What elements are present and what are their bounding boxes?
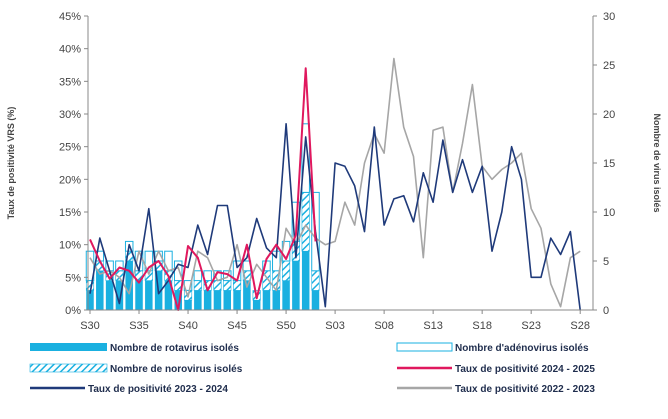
rotavirus-bar [145,280,153,310]
adenovirus-bar [164,250,173,272]
legend-item: Nombre de rotavirus isolés [30,343,239,354]
y-right-axis-title: Nombre de virus isolés [652,113,662,212]
legend-swatch [396,342,453,352]
legend-label: Nombre d'adénovirus isolés [455,343,589,354]
y-left-tick-label: 40% [59,44,81,56]
legend-swatch [29,363,108,373]
adenovirus-bar [301,123,310,193]
norovirus-bar [282,260,291,281]
norovirus-bar [233,280,242,291]
y-left-tick-label: 5% [65,272,81,284]
rotavirus-bar [252,300,261,310]
rotavirus-bar [96,270,104,310]
legend-item: Taux de positivité 2024 - 2025 [397,364,595,375]
legend-item: Taux de positivité 2022 - 2023 [397,384,595,395]
rotavirus-bar [105,280,114,310]
lines-layer [89,57,581,311]
y-left-tick-label: 20% [59,174,81,186]
rotavirus-bar [164,280,173,310]
y-right-tick-label: 30 [603,11,615,23]
x-tick-label: S08 [374,320,394,332]
y-left-tick-label: 25% [59,142,81,154]
rotavirus-bar [282,280,290,310]
rotavirus-bar [86,290,94,310]
adenovirus-bar [193,270,203,282]
x-tick-label: S23 [521,320,541,332]
legend-label: Taux de positivité 2023 - 2024 [88,384,228,395]
x-tick-label: S45 [227,320,247,332]
y-right-tick-label: 15 [603,158,615,170]
rotavirus-bar [125,261,133,310]
y-left-tick-label: 35% [59,76,81,88]
x-tick-label: S30 [80,320,100,332]
rotavirus-bar [262,290,271,310]
y-right-tick-label: 20 [603,109,615,121]
line-2024-2025 [89,67,317,311]
legend-label: Nombre de norovirus isolés [110,364,243,375]
y-right-tick-label: 5 [603,256,609,268]
rotavirus-bar [184,300,192,310]
y-left-tick-label: 15% [59,207,81,219]
rotavirus-bar [243,280,251,310]
line-2022-2023 [89,57,581,308]
y-left-tick-label: 30% [59,109,81,121]
adenovirus-bar [85,250,95,282]
x-tick-label: S50 [276,320,296,332]
rotavirus-bar [203,290,212,310]
adenovirus-bar [144,250,154,272]
norovirus-bar [311,270,320,291]
y-left-tick-label: 45% [59,11,81,23]
y-left-axis-title: Taux de positivité VRS (%) [6,107,16,220]
legend-item: Nombre de norovirus isolés [29,363,243,375]
legend-swatch [30,343,107,351]
norovirus-bar [223,280,232,291]
y-right-tick-label: 25 [603,60,615,72]
y-right-tick-label: 10 [603,207,615,219]
norovirus-bar [301,192,310,252]
x-tick-label: S13 [423,320,443,332]
legend-label: Taux de positivité 2022 - 2023 [455,384,595,395]
rotavirus-bar [233,290,241,310]
y-left-tick-label: 0% [65,305,81,317]
legend-label: Taux de positivité 2024 - 2025 [455,364,595,375]
legend-layer: Nombre de rotavirus isolés Nombre d'adéno… [29,342,595,395]
rotavirus-bar [213,290,222,310]
axes-layer: 0% 5% 10% 15% 20% 25% 30% 35% 40% 45% 0 5 10 15 20 25 30… [6,11,662,332]
rotavirus-bar [135,280,143,310]
y-right-tick-label: 0 [603,305,609,317]
legend-item: Nombre d'adénovirus isolés [396,342,589,354]
rotavirus-bar [311,290,320,310]
legend-item: Taux de positivité 2023 - 2024 [30,384,228,395]
x-tick-label: S35 [129,320,149,332]
adenovirus-bar [115,260,124,272]
line-2023-2024 [89,123,581,311]
rotavirus-bar [272,290,281,310]
rotavirus-bar [223,290,232,310]
x-tick-label: S40 [178,320,198,332]
x-tick-label: S03 [325,320,345,332]
norovirus-bar [213,280,222,291]
rotavirus-bar [194,290,202,310]
rotavirus-bar [174,290,182,310]
x-tick-label: S18 [472,320,492,332]
legend-label: Nombre de rotavirus isolés [110,343,239,354]
rotavirus-bar [292,261,300,310]
rotavirus-bar [115,280,124,310]
x-tick-label: S28 [570,320,590,332]
norovirus-bar [193,280,202,291]
y-left-tick-label: 10% [59,240,81,252]
rotavirus-bar [301,251,310,310]
